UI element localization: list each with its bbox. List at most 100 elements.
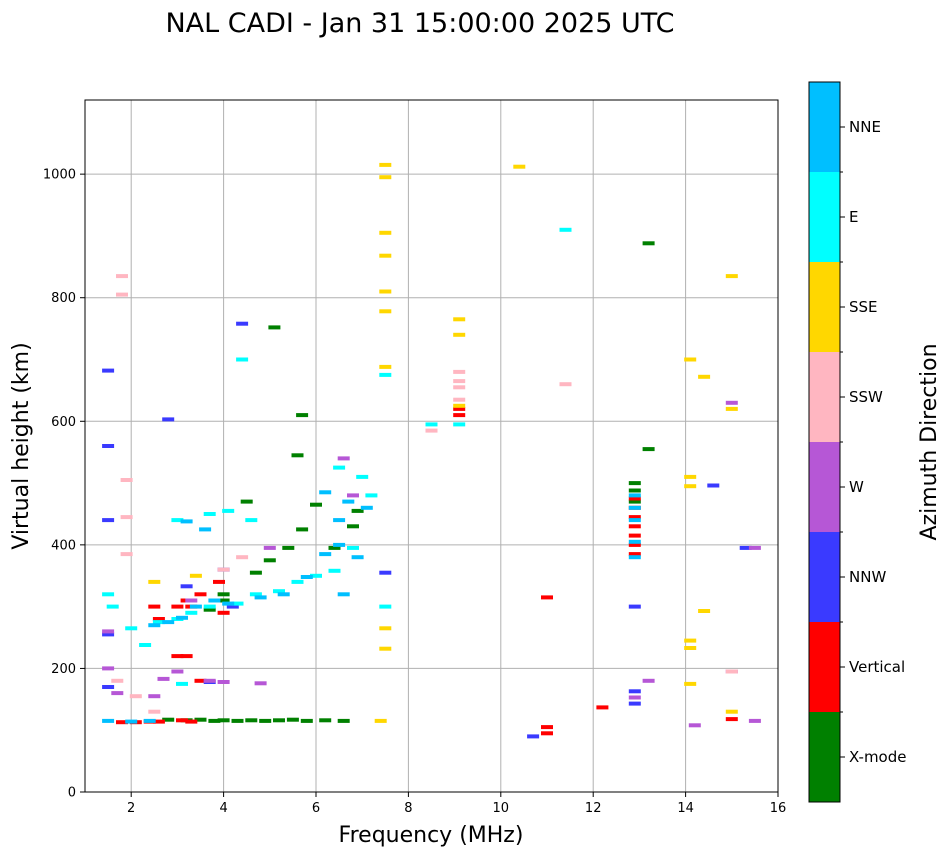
data-point (739, 545, 752, 550)
data-point (157, 676, 170, 681)
data-point (208, 718, 221, 723)
data-point (203, 678, 216, 683)
data-point (559, 382, 572, 387)
data-point (111, 691, 124, 696)
data-point (337, 456, 350, 461)
colorbar-segment (809, 352, 840, 442)
colorbar-segment (809, 262, 840, 352)
data-point (628, 515, 641, 520)
data-point (541, 595, 553, 600)
data-point (725, 717, 738, 722)
data-point (379, 626, 392, 631)
data-point (180, 654, 193, 659)
data-point (425, 422, 438, 427)
data-point (231, 601, 244, 606)
data-point (102, 685, 115, 689)
data-point (125, 719, 138, 724)
data-point (356, 474, 369, 479)
data-point (152, 620, 165, 625)
x-tick-label: 12 (585, 801, 602, 816)
data-point (180, 584, 193, 589)
data-point (259, 718, 272, 723)
data-point (116, 720, 128, 725)
x-tick-label: 6 (312, 801, 320, 816)
data-point (249, 592, 262, 597)
data-point (379, 253, 392, 258)
data-point (453, 379, 466, 384)
data-point (129, 694, 142, 699)
colorbar-segment (809, 172, 840, 262)
data-point (245, 518, 258, 523)
data-point (217, 598, 230, 603)
data-point (748, 718, 761, 723)
data-point (379, 289, 392, 294)
data-point (559, 227, 572, 232)
data-point (263, 558, 276, 563)
data-point (333, 465, 346, 470)
data-point (231, 718, 244, 723)
series-w (102, 400, 761, 728)
data-point (333, 518, 346, 523)
data-point (286, 717, 299, 722)
data-point (379, 604, 392, 609)
data-point (139, 643, 152, 647)
data-point (102, 518, 115, 523)
data-point (453, 406, 466, 411)
data-point (342, 499, 355, 504)
data-point (189, 604, 202, 609)
x-tick-label: 10 (493, 801, 510, 816)
data-point (203, 604, 216, 609)
series-nne (102, 490, 641, 724)
data-point (628, 499, 641, 504)
y-tick-label: 0 (68, 786, 76, 801)
data-point (684, 484, 697, 489)
data-point (310, 502, 322, 507)
data-point (120, 552, 133, 557)
colorbar-title: Azimuth Direction (917, 343, 942, 540)
data-point (684, 357, 697, 362)
grid (85, 100, 778, 792)
data-point (171, 518, 184, 523)
data-point (379, 364, 392, 369)
data-point (296, 527, 309, 532)
data-point (360, 505, 373, 510)
data-point (374, 718, 387, 723)
data-point (453, 369, 466, 374)
data-point (453, 413, 466, 418)
data-point (748, 545, 761, 550)
data-point (102, 666, 115, 671)
data-point (328, 545, 341, 550)
data-point (217, 592, 230, 597)
data-point (628, 518, 641, 523)
data-point (102, 368, 115, 373)
data-point (300, 575, 313, 579)
data-point (628, 496, 641, 501)
data-point (628, 701, 641, 706)
data-point (263, 545, 276, 550)
y-tick-label: 800 (51, 291, 76, 306)
y-axis-label: Virtual height (km) (9, 342, 34, 549)
data-point (347, 545, 359, 550)
data-point (222, 601, 235, 606)
data-point (628, 539, 641, 544)
data-point (684, 474, 697, 479)
data-point (116, 274, 128, 279)
x-tick-label: 2 (127, 801, 135, 816)
data-point (217, 718, 230, 723)
data-point (333, 542, 346, 547)
y-tick-label: 200 (51, 662, 76, 677)
data-point (152, 617, 165, 621)
data-point (185, 610, 198, 615)
data-point (273, 718, 285, 723)
data-point (148, 709, 161, 714)
data-point (628, 604, 641, 609)
plot-frame (84, 99, 779, 793)
colorbar-label: NNW (849, 568, 886, 586)
data-point (226, 604, 239, 609)
colorbar-segment (809, 82, 840, 172)
colorbar-segment (809, 712, 840, 802)
data-point (319, 490, 332, 495)
data-point (268, 325, 281, 330)
data-point (116, 292, 128, 297)
data-point (453, 403, 466, 408)
